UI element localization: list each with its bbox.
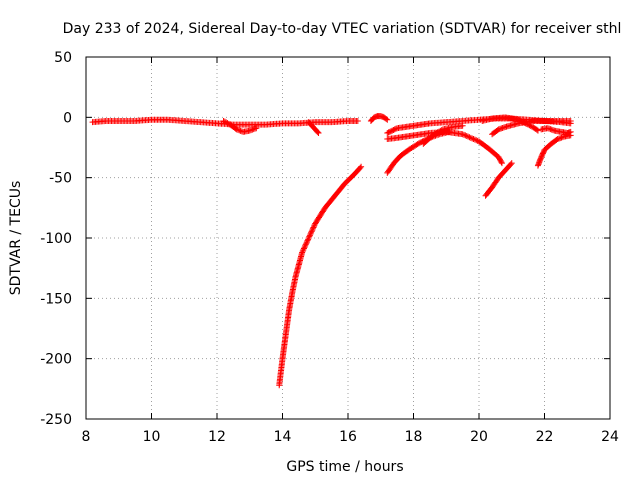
data-point <box>223 119 230 126</box>
y-tick-labels: 50 0 -50 -100 -150 -200 -250 <box>40 50 72 428</box>
y-tick-label: -250 <box>40 412 72 428</box>
data-point <box>384 116 391 123</box>
data-point <box>311 221 318 228</box>
data-point <box>525 121 532 128</box>
y-tick-label: 0 <box>63 110 72 126</box>
y-tick-label: 50 <box>54 50 72 66</box>
data-point <box>529 123 536 130</box>
data-point <box>469 135 476 142</box>
y-tick-label: -200 <box>40 352 72 368</box>
x-tick-label: 20 <box>470 429 488 445</box>
data-point <box>302 241 309 248</box>
x-tick-label: 18 <box>405 429 423 445</box>
data-point <box>465 133 472 140</box>
data-point <box>433 130 440 137</box>
data-point <box>459 131 466 138</box>
data-point <box>436 128 443 135</box>
data-point <box>302 242 309 249</box>
y-tick-label: -150 <box>40 291 72 307</box>
data-point <box>305 235 312 241</box>
data-point <box>303 238 310 245</box>
data-point <box>309 225 316 232</box>
data-point <box>299 249 306 256</box>
data-point <box>307 231 314 238</box>
data-point <box>507 161 514 168</box>
data-point <box>471 136 478 143</box>
data-point <box>304 237 311 244</box>
data-point <box>315 130 322 137</box>
data-point <box>224 120 231 127</box>
x-tick-labels: 8 10 12 14 16 18 20 22 24 <box>82 429 619 445</box>
data-point <box>434 129 441 136</box>
data-point <box>460 131 467 138</box>
data-point <box>357 164 364 171</box>
data-point <box>523 120 530 127</box>
data-point <box>498 160 505 167</box>
data-point <box>466 134 473 141</box>
data-point <box>299 248 306 255</box>
x-tick-label: 22 <box>536 429 554 445</box>
data-point <box>470 136 477 143</box>
data-point <box>508 160 515 167</box>
data-point <box>467 134 474 141</box>
data-point <box>463 133 470 140</box>
data-point <box>354 117 361 124</box>
data-point <box>221 118 228 125</box>
axis-ticks <box>85 56 611 420</box>
data-point <box>438 127 445 134</box>
data-point <box>220 117 227 124</box>
data-point <box>301 244 308 251</box>
data-point <box>306 233 313 240</box>
data-point <box>567 128 574 135</box>
data-point <box>308 228 315 235</box>
data-point <box>437 127 444 134</box>
chart-title: Day 233 of 2024, Sidereal Day-to-day VTE… <box>63 21 622 37</box>
data-point <box>309 227 316 234</box>
data-points <box>89 113 574 389</box>
x-tick-label: 12 <box>208 429 226 445</box>
x-tick-label: 10 <box>143 429 161 445</box>
data-point <box>392 125 399 132</box>
data-point <box>253 125 260 132</box>
data-point <box>567 117 574 124</box>
data-point <box>459 122 466 129</box>
y-axis-label: SDTVAR / TECUs <box>8 181 24 296</box>
y-tick-label: -100 <box>40 231 72 247</box>
data-point <box>498 158 505 165</box>
data-point <box>306 232 313 239</box>
data-point <box>303 240 310 247</box>
x-tick-label: 8 <box>82 429 91 445</box>
data-point <box>473 137 480 144</box>
data-point <box>310 224 317 231</box>
x-tick-label: 24 <box>601 429 619 445</box>
data-point <box>314 129 321 136</box>
x-tick-label: 14 <box>274 429 292 445</box>
x-axis-label: GPS time / hours <box>286 459 403 475</box>
data-point <box>526 122 533 129</box>
grid-lines <box>86 57 610 419</box>
data-point <box>308 229 315 236</box>
data-point <box>462 132 469 139</box>
data-point <box>358 163 365 170</box>
data-point <box>300 245 307 252</box>
data-point <box>311 223 318 230</box>
y-tick-label: -50 <box>49 171 72 187</box>
data-point <box>534 127 541 134</box>
data-point <box>383 115 390 122</box>
data-point <box>305 236 312 243</box>
x-tick-label: 16 <box>339 429 357 445</box>
data-point <box>527 123 534 130</box>
data-point <box>300 246 307 253</box>
